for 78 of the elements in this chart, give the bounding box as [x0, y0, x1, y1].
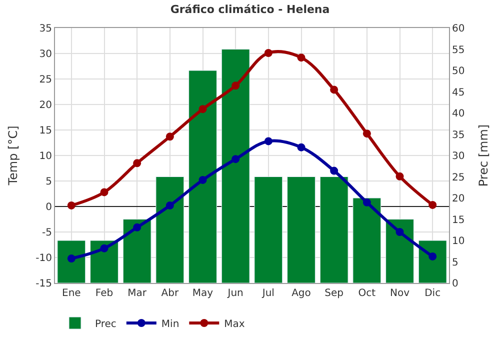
- y-tick-label: 20: [39, 100, 52, 111]
- point: [232, 82, 240, 90]
- x-tick-label: Ene: [62, 288, 81, 299]
- point: [396, 172, 404, 180]
- y2-tick-label: 40: [452, 108, 465, 120]
- x-tick-label: Jul: [261, 288, 274, 299]
- y2-tick-label: 45: [452, 87, 465, 98]
- bar: [221, 49, 250, 283]
- point: [100, 188, 108, 196]
- bar: [352, 198, 382, 283]
- x-tick-label: Feb: [95, 288, 114, 299]
- y2-tick-label: 25: [452, 172, 465, 184]
- bar: [90, 240, 118, 283]
- point: [396, 228, 404, 236]
- chart-title: Gráfico climático - Helena: [170, 2, 330, 16]
- y2-tick-label: 55: [452, 44, 465, 56]
- legend-label: Prec: [95, 318, 116, 330]
- y-tick-label: 35: [39, 24, 52, 34]
- point: [133, 223, 142, 232]
- point: [166, 132, 174, 141]
- y2-tick-label: 50: [452, 66, 465, 77]
- y-axis-title: Temp [°C]: [6, 126, 20, 186]
- y2-tick-label: 20: [452, 194, 465, 204]
- y2-tick-label: 15: [452, 214, 465, 226]
- y-tick-label: 15: [39, 126, 52, 136]
- point: [232, 155, 240, 164]
- y-tick-label: -5: [42, 228, 52, 238]
- point: [362, 130, 371, 138]
- point: [198, 176, 207, 184]
- bar: [254, 176, 283, 283]
- point: [198, 105, 207, 114]
- legend-label: Max: [224, 318, 245, 330]
- y2-tick-label: 30: [452, 151, 465, 162]
- point: [297, 54, 306, 62]
- point: [428, 252, 437, 260]
- bar: [287, 176, 316, 283]
- x-tick-label: May: [192, 288, 214, 299]
- x-tick-label: Oct: [358, 288, 376, 299]
- point: [264, 48, 272, 57]
- y-tick-label: 30: [39, 49, 52, 60]
- x-tick-label: Jun: [226, 288, 244, 299]
- point: [133, 159, 142, 168]
- y-tick-label: 5: [46, 176, 52, 188]
- y-tick-label: 0: [46, 202, 52, 213]
- bar: [156, 176, 184, 283]
- point: [100, 244, 108, 252]
- y2-tick-label: 0: [452, 278, 458, 290]
- x-tick-label: Mar: [128, 288, 148, 299]
- point: [67, 254, 76, 263]
- x-tick-label: Sep: [324, 288, 344, 299]
- bar: [122, 219, 152, 283]
- y-tick-label: 10: [39, 151, 52, 162]
- x-tick-label: Dic: [424, 288, 441, 299]
- bar: [320, 176, 348, 283]
- x-tick-label: Nov: [390, 288, 410, 299]
- point: [166, 201, 174, 210]
- bar: [57, 240, 86, 283]
- bar: [418, 240, 447, 283]
- y-tick-label: -15: [36, 278, 52, 290]
- point: [67, 201, 76, 210]
- y2-tick-label: 60: [452, 24, 465, 34]
- point: [362, 198, 371, 206]
- x-tick-label: Abr: [161, 288, 180, 299]
- legend-label: Min: [161, 318, 180, 330]
- point: [428, 200, 437, 209]
- bar: [188, 70, 217, 283]
- bar: [386, 219, 414, 283]
- point: [297, 143, 306, 152]
- y2-axis-title: Prec [mm]: [476, 124, 491, 187]
- y-tick-label: 25: [39, 74, 52, 86]
- point: [264, 137, 272, 146]
- y-tick-label: -10: [36, 253, 52, 264]
- point: [330, 166, 338, 175]
- y2-tick-label: 5: [452, 257, 458, 268]
- y2-tick-label: 35: [452, 130, 465, 141]
- x-tick-label: Ago: [292, 288, 311, 299]
- point: [330, 86, 338, 94]
- y2-tick-label: 10: [452, 236, 465, 247]
